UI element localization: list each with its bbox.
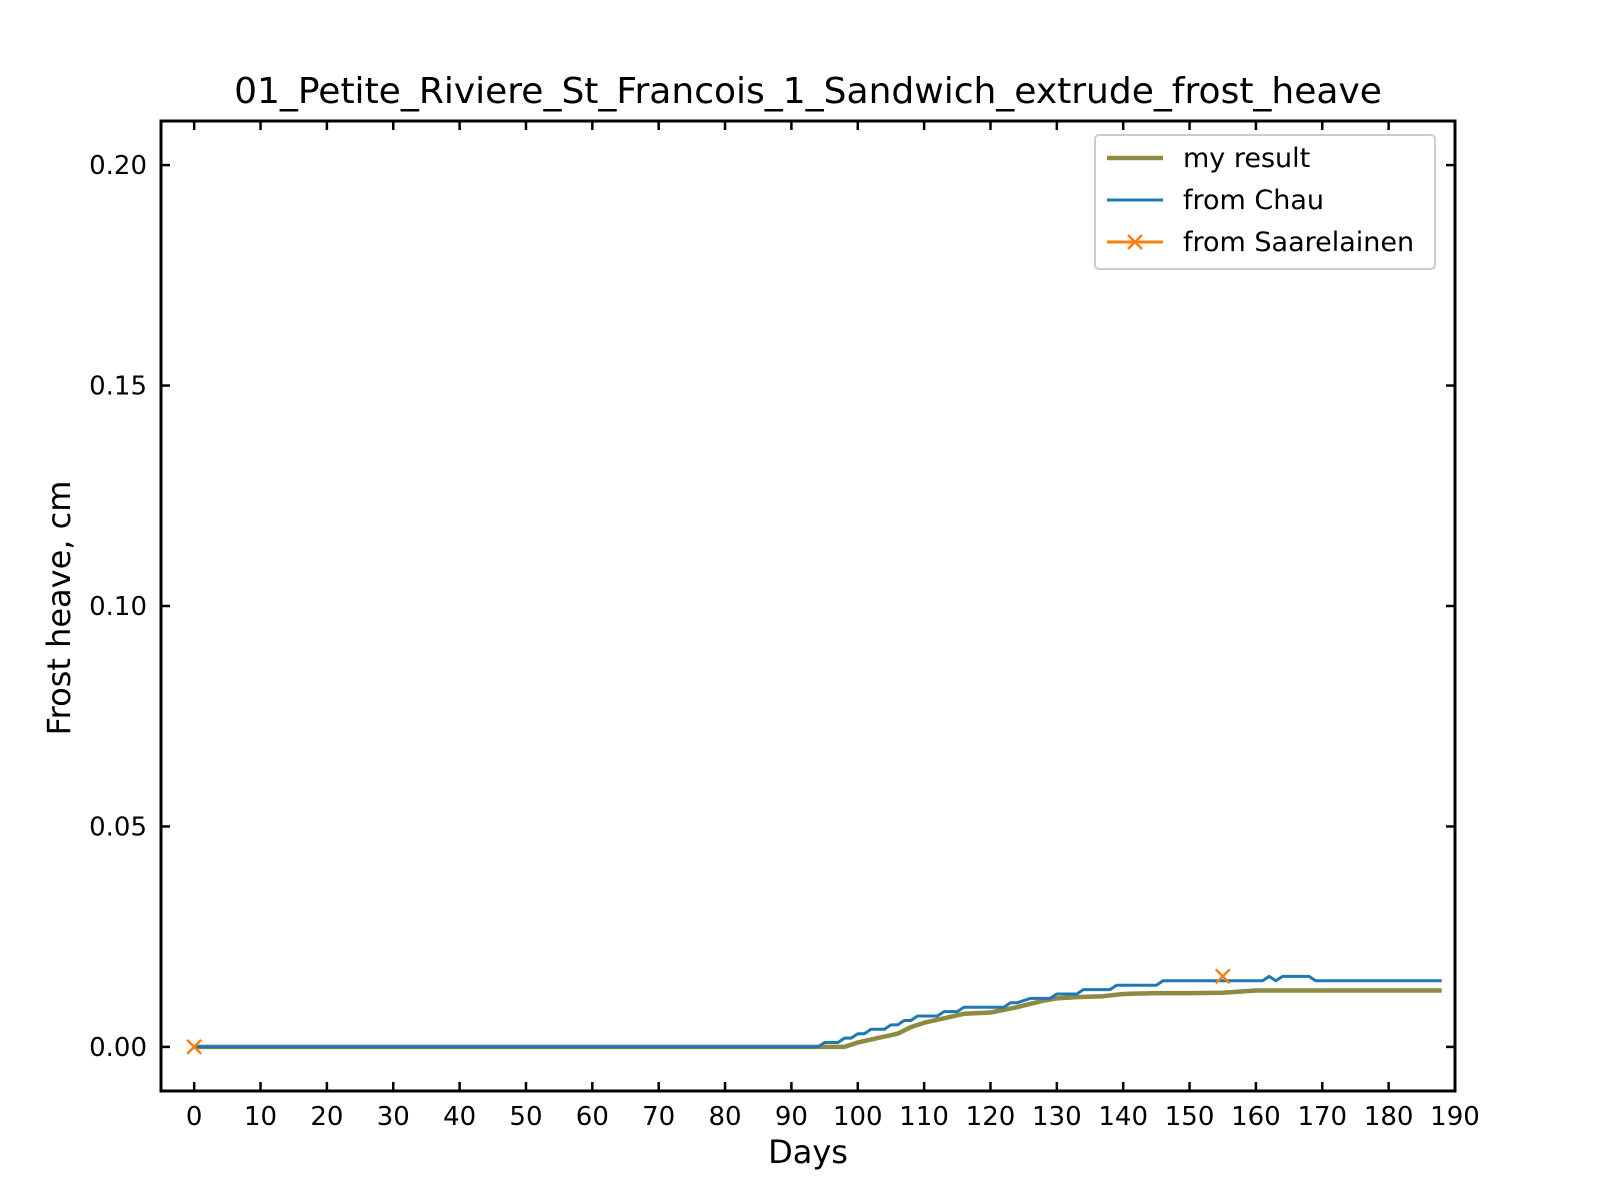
x-tick-label: 140 [1098,1102,1148,1132]
x-tick-label: 10 [244,1102,277,1132]
y-tick-label: 0.10 [89,592,147,622]
x-tick-label: 180 [1364,1102,1414,1132]
y-axis: 0.00 0.05 0.10 0.15 0.20 [89,151,1455,1063]
plot-area [186,968,1442,1055]
legend: my result from Chau from Saarelainen [1094,134,1436,270]
legend-marker-from-saarelainen [1127,234,1143,250]
x-tick-label: 170 [1297,1102,1347,1132]
x-tick-label: 130 [1032,1102,1082,1132]
x-tick-label: 160 [1231,1102,1281,1132]
x-tick-label: 80 [709,1102,742,1132]
x-axis-label: Days [768,1133,848,1171]
x-tick-label: 20 [310,1102,343,1132]
my-result-line [194,988,1442,1050]
y-tick-label: 0.20 [89,151,147,181]
y-tick-label: 0.00 [89,1033,147,1063]
legend-label-from-saarelainen: from Saarelainen [1183,227,1414,258]
x-tick-label: 40 [443,1102,476,1132]
x-tick-label: 30 [377,1102,410,1132]
x-tick-label: 100 [833,1102,883,1132]
y-tick-label: 0.15 [89,372,147,402]
from-chau-line [194,974,1442,1049]
chart-title: 01_Petite_Riviere_St_Francois_1_Sandwich… [234,71,1382,112]
x-tick-label: 0 [186,1102,203,1132]
x-tick-label: 120 [966,1102,1016,1132]
legend-label-from-chau: from Chau [1183,185,1324,216]
y-tick-label: 0.05 [89,812,147,842]
y-axis-label: Frost heave, cm [40,481,78,736]
x-tick-label: 50 [509,1102,542,1132]
from-saarelainen-marker [186,1039,203,1055]
legend-label-my-result: my result [1183,143,1310,174]
x-tick-label: 110 [899,1102,949,1132]
legend-box [1094,134,1436,270]
x-tick-label: 150 [1165,1102,1215,1132]
x-tick-label: 190 [1430,1102,1480,1132]
x-tick-label: 60 [576,1102,609,1132]
x-tick-label: 90 [775,1102,808,1132]
x-tick-label: 70 [642,1102,675,1132]
x-axis: 0 10 20 30 40 50 60 70 80 90 100 110 120 130 140 150 160… [186,121,1480,1132]
from-saarelainen-marker [1214,968,1231,985]
